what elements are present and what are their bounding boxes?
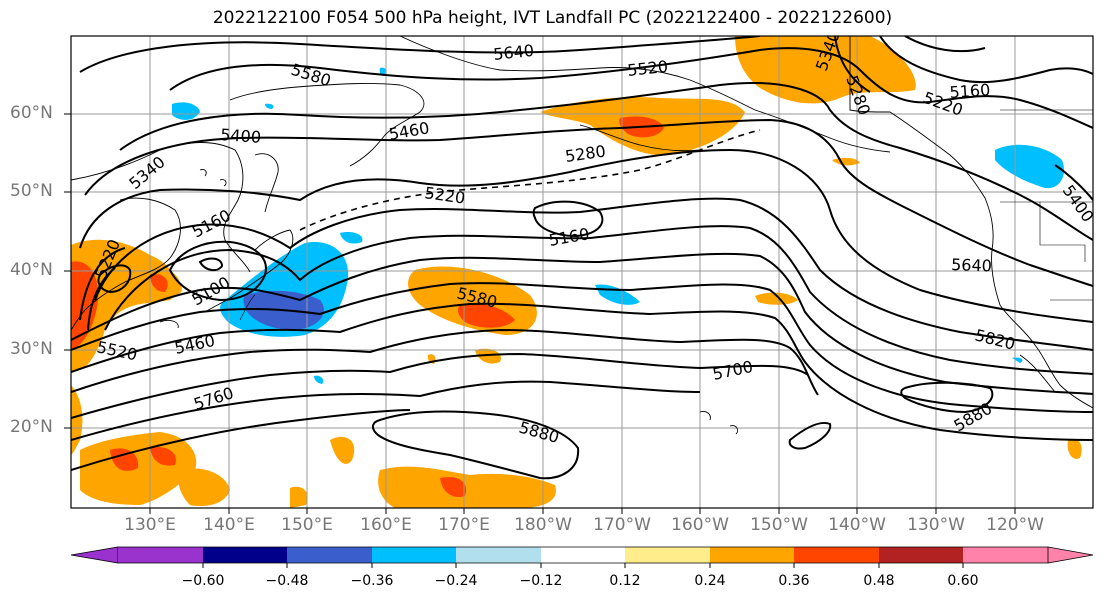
colorbar-tick-label: 0.48: [863, 573, 895, 589]
lon-label: 140°E: [203, 515, 255, 535]
lat-label: 60°N: [10, 103, 53, 123]
lon-label: 130°W: [907, 515, 965, 535]
colorbar-swatch: [794, 547, 879, 563]
colorbar-swatch: [710, 547, 794, 563]
colorbar-swatch: [541, 547, 625, 563]
colorbar-tick-label: 0.24: [694, 573, 726, 589]
colorbar-extend-high: [1047, 546, 1094, 564]
coastlines: [71, 36, 1093, 435]
colorbar-tick-label: −0.60: [181, 573, 225, 589]
colorbar-tick-label: −0.12: [519, 573, 563, 589]
lat-label: 20°N: [10, 417, 53, 437]
contour-label: 5640: [951, 255, 992, 275]
lon-label: 130°E: [124, 515, 176, 535]
colorbar-tick-label: −0.48: [265, 573, 309, 589]
colorbar-extend-low: [70, 546, 119, 564]
colorbar-swatch: [287, 547, 372, 563]
map-title: 2022122100 F054 500 hPa height, IVT Land…: [212, 8, 893, 28]
colorbar-tick-label: 0.60: [947, 573, 979, 589]
dashed-contour: [299, 129, 761, 231]
lon-label: 170°W: [593, 515, 651, 535]
lon-label: 120°W: [986, 515, 1044, 535]
lon-label: 180°W: [514, 515, 572, 535]
colorbar-swatch: [456, 547, 541, 563]
lat-label: 40°N: [10, 260, 53, 280]
political-borders: [239, 109, 1093, 321]
colorbar-tick-label: 0.12: [609, 573, 641, 589]
lon-label: 140°W: [828, 515, 886, 535]
colorbar-tick-label: −0.36: [350, 573, 394, 589]
lon-label: 150°E: [281, 515, 333, 535]
contour-label: 5520: [626, 57, 668, 80]
lon-label: 170°E: [438, 515, 490, 535]
contour-label: 5160: [949, 80, 991, 102]
colorbar-swatch: [372, 547, 456, 563]
contour-label: 5400: [220, 125, 262, 147]
height-contours: [71, 36, 1093, 480]
axis-ticks: [64, 113, 1016, 514]
colorbar-swatch: [203, 547, 287, 563]
colorbar-swatch: [963, 547, 1048, 563]
colorbar-tick-label: −0.24: [434, 573, 478, 589]
lon-label: 160°W: [671, 515, 729, 535]
colorbar-swatch: [879, 547, 963, 563]
colorbar: [70, 546, 1094, 568]
colorbar-swatch: [118, 547, 203, 563]
colorbar-tick-label: 0.36: [778, 573, 810, 589]
lon-label: 160°E: [360, 515, 412, 535]
lat-label: 30°N: [10, 339, 53, 359]
lon-label: 150°W: [750, 515, 808, 535]
colorbar-swatch: [625, 547, 710, 563]
contour-label: 5640: [492, 41, 534, 64]
map-content: 5640 5580 5520 5400 5460 5340 5280 5220 …: [71, 36, 1093, 508]
lat-label: 50°N: [10, 181, 53, 201]
map-frame: [70, 35, 1094, 509]
